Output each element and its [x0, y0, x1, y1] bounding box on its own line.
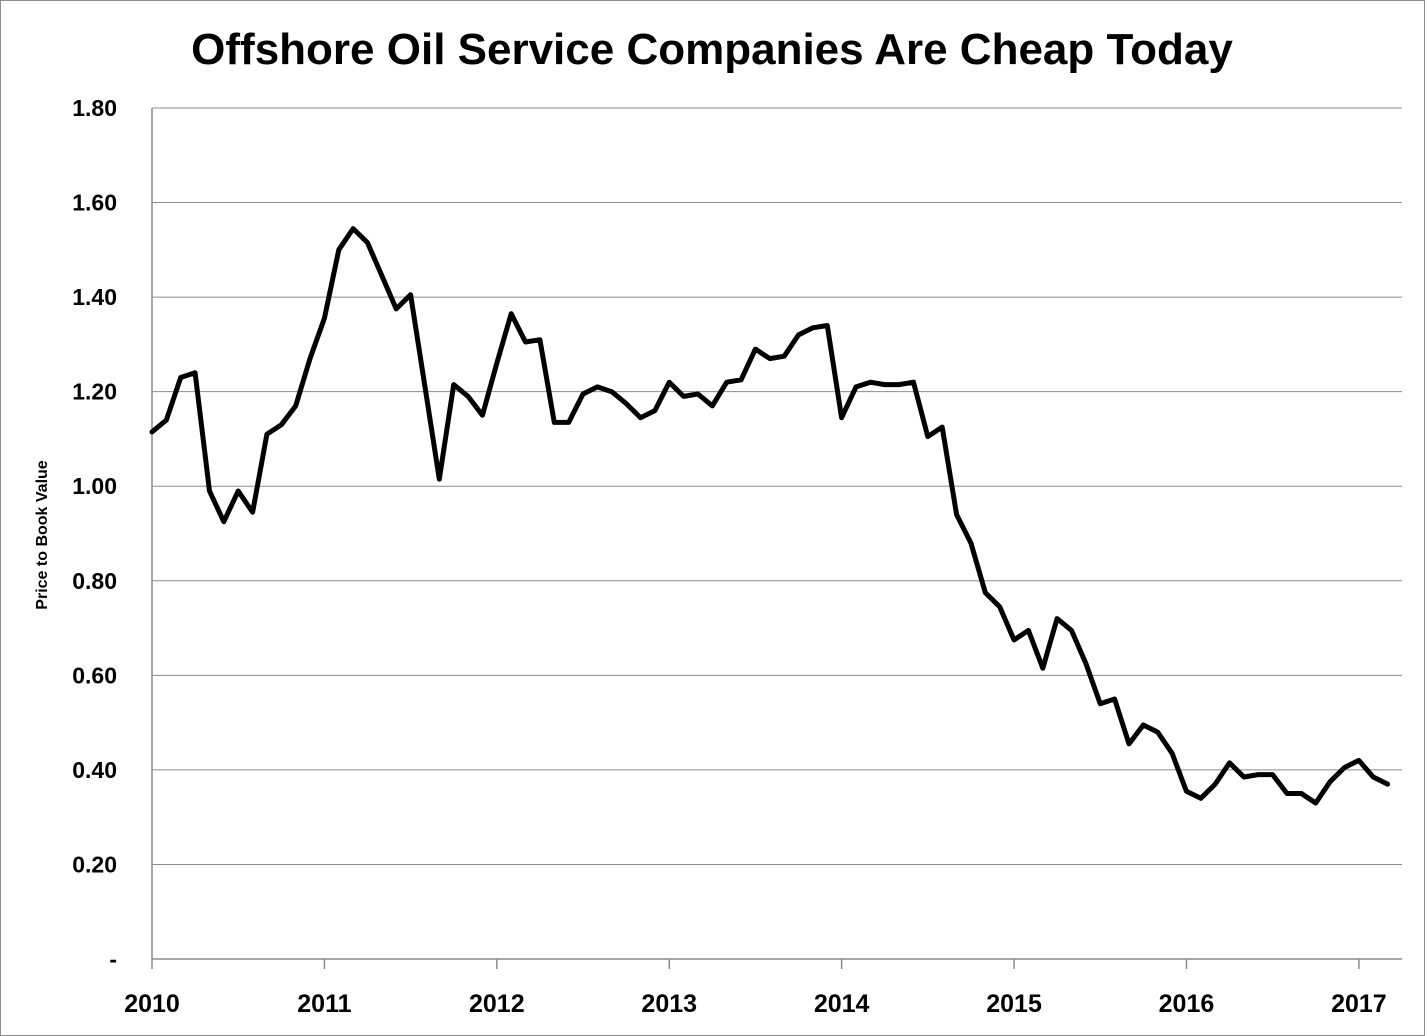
- x-tick-label: 2012: [469, 990, 525, 1018]
- y-tick-label: -: [109, 946, 117, 972]
- y-tick-label: 1.20: [72, 379, 117, 405]
- y-tick-label: 0.20: [72, 851, 117, 877]
- x-tick-label: 2010: [124, 990, 180, 1018]
- x-tick-label: 2016: [1159, 990, 1215, 1018]
- x-tick-label: 2014: [814, 990, 870, 1018]
- y-tick-labels: - 0.20 0.40 0.60 0.80 1.00 1.20 1.40 1.60 1.80: [72, 95, 117, 972]
- y-tick-label: 1.60: [72, 190, 117, 216]
- x-tick-label: 2015: [986, 990, 1042, 1018]
- y-tick-label: 0.60: [72, 662, 117, 688]
- y-tick-label: 1.00: [72, 473, 117, 499]
- x-tick-label: 2013: [641, 990, 697, 1018]
- axes: [151, 108, 1402, 969]
- chart-title: Offshore Oil Service Companies Are Cheap…: [191, 25, 1233, 74]
- y-tick-label: 1.40: [72, 284, 117, 310]
- y-tick-label: 0.80: [72, 568, 117, 594]
- x-tick-label: 2017: [1331, 990, 1387, 1018]
- x-tick-labels: 2010 2011 2012 2013 2014 2015 2016 2017: [124, 990, 1387, 1018]
- y-tick-label: 1.80: [72, 95, 117, 121]
- gridlines: [152, 107, 1402, 865]
- y-tick-label: 0.40: [72, 757, 117, 783]
- y-axis-label: Price to Book Value: [34, 460, 51, 609]
- series-lines: [149, 226, 1391, 806]
- x-tick-label: 2011: [297, 990, 351, 1018]
- series-line-0: [149, 226, 1391, 806]
